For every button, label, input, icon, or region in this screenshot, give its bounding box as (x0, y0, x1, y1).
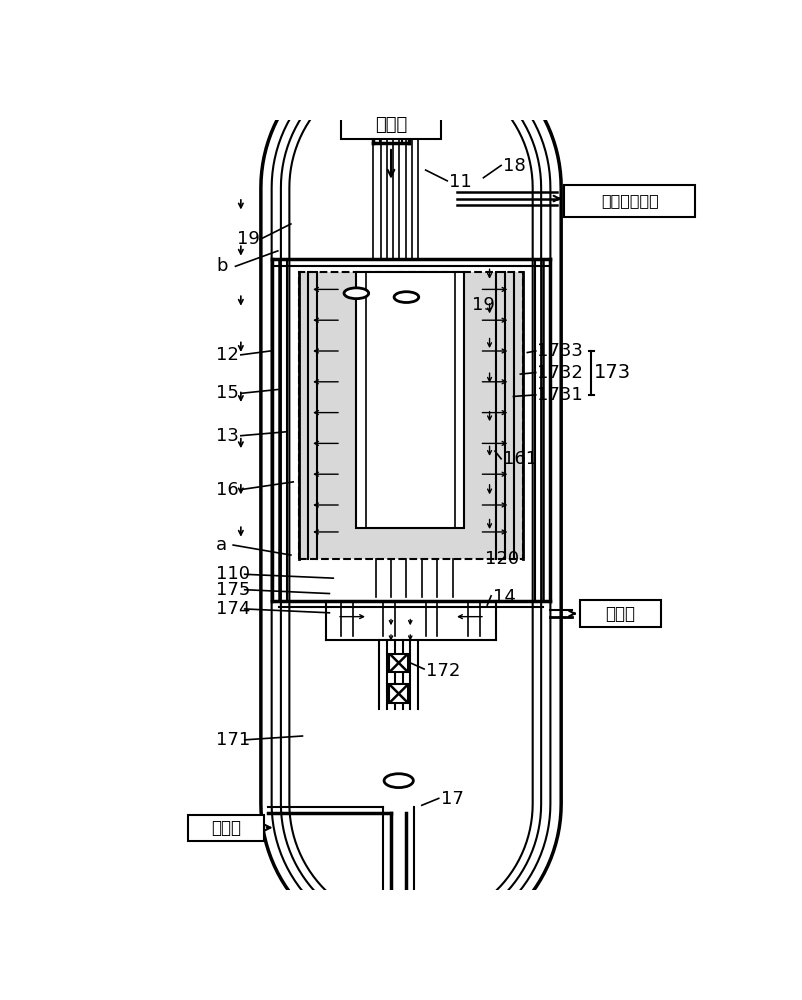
Text: 11: 11 (449, 173, 472, 191)
Polygon shape (290, 66, 533, 925)
Text: 19: 19 (237, 230, 260, 248)
Ellipse shape (394, 292, 419, 302)
Text: 副产高压蒸汽: 副产高压蒸汽 (601, 193, 658, 208)
Text: 172: 172 (426, 662, 460, 680)
Bar (390, 654, 408, 672)
Ellipse shape (344, 288, 369, 299)
Bar (565, 185, 695, 217)
Bar (390, 684, 408, 703)
Polygon shape (272, 48, 550, 943)
Text: 1731: 1731 (537, 386, 583, 404)
Text: 18: 18 (503, 157, 525, 175)
Text: 15: 15 (217, 384, 239, 402)
Text: 高压水: 高压水 (211, 819, 241, 837)
Bar (298, 272, 524, 559)
Bar (298, 272, 524, 559)
Bar (356, 272, 464, 528)
Text: 17: 17 (441, 790, 464, 808)
Text: 120: 120 (485, 550, 519, 568)
Text: 原料气: 原料气 (375, 116, 407, 134)
Ellipse shape (384, 774, 413, 788)
Bar (341, 112, 441, 139)
Text: 174: 174 (217, 600, 250, 618)
Polygon shape (261, 38, 561, 954)
Text: 产物气: 产物气 (605, 605, 634, 623)
Text: 161: 161 (503, 450, 537, 468)
Bar (188, 815, 264, 841)
Text: 16: 16 (217, 481, 239, 499)
Bar (580, 600, 661, 627)
Polygon shape (261, 38, 561, 954)
Text: 110: 110 (217, 565, 250, 583)
Text: 13: 13 (217, 427, 239, 445)
Text: 14: 14 (492, 588, 516, 606)
Text: b: b (217, 257, 228, 275)
Text: 175: 175 (217, 581, 250, 599)
Text: 171: 171 (217, 731, 250, 749)
Text: 173: 173 (593, 363, 630, 382)
Text: a: a (217, 536, 227, 554)
Text: 1732: 1732 (537, 364, 583, 382)
Text: 19: 19 (472, 296, 495, 314)
Text: 1733: 1733 (537, 342, 583, 360)
Text: 12: 12 (217, 346, 239, 364)
